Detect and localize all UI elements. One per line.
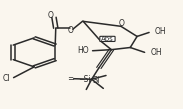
Text: O: O (119, 19, 125, 28)
Text: HO: HO (77, 46, 89, 55)
FancyBboxPatch shape (100, 36, 115, 42)
Text: Cl: Cl (2, 74, 10, 83)
Text: O: O (68, 26, 73, 35)
Text: ─Si: ─Si (79, 75, 90, 84)
Text: OH: OH (155, 27, 167, 36)
Text: Abs: Abs (101, 36, 114, 42)
Text: ─: ─ (68, 75, 73, 81)
Text: Si: Si (93, 76, 100, 85)
Text: ─: ─ (68, 74, 73, 83)
Text: OH: OH (151, 48, 162, 57)
Text: O: O (48, 10, 54, 20)
